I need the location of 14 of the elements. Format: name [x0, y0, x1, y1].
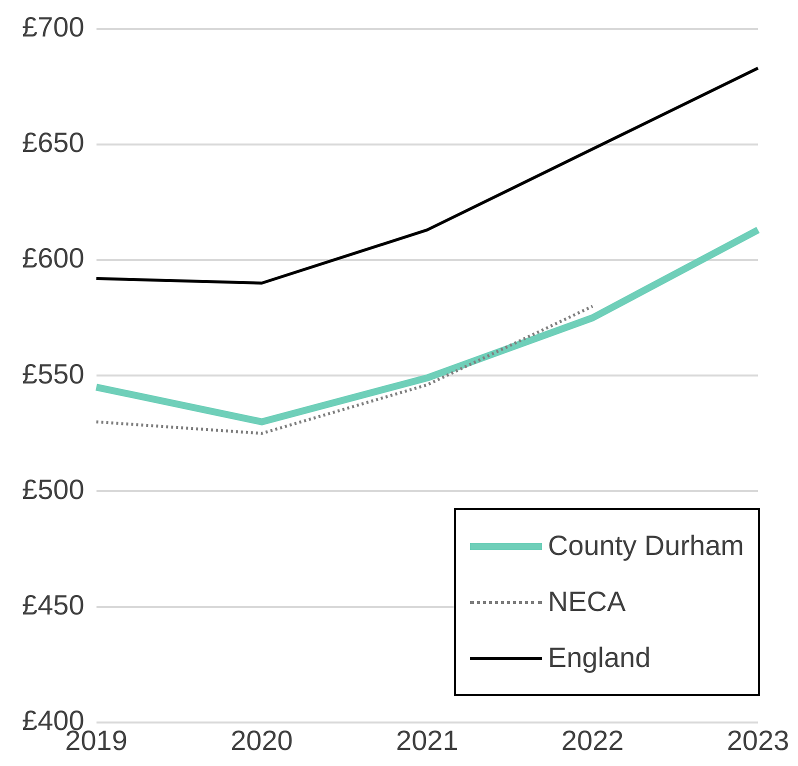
y-tick-label: £450 — [22, 590, 84, 621]
legend-label: NECA — [548, 586, 626, 618]
x-tick-label: 2022 — [561, 724, 624, 756]
x-tick-label: 2023 — [726, 724, 790, 756]
y-tick-label: £600 — [22, 242, 84, 274]
legend-label: County Durham — [548, 530, 744, 562]
legend-label: England — [548, 642, 651, 674]
y-tick-label: £650 — [22, 127, 84, 158]
x-tick-label: 2020 — [230, 724, 293, 756]
y-tick-label: £550 — [22, 358, 84, 390]
x-tick-label: 2021 — [396, 724, 458, 756]
y-tick-label: £700 — [22, 12, 84, 43]
line-series — [94, 304, 594, 435]
y-tick-label: £500 — [22, 474, 84, 505]
